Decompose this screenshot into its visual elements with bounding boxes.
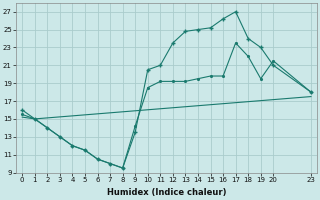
X-axis label: Humidex (Indice chaleur): Humidex (Indice chaleur) [107,188,226,197]
